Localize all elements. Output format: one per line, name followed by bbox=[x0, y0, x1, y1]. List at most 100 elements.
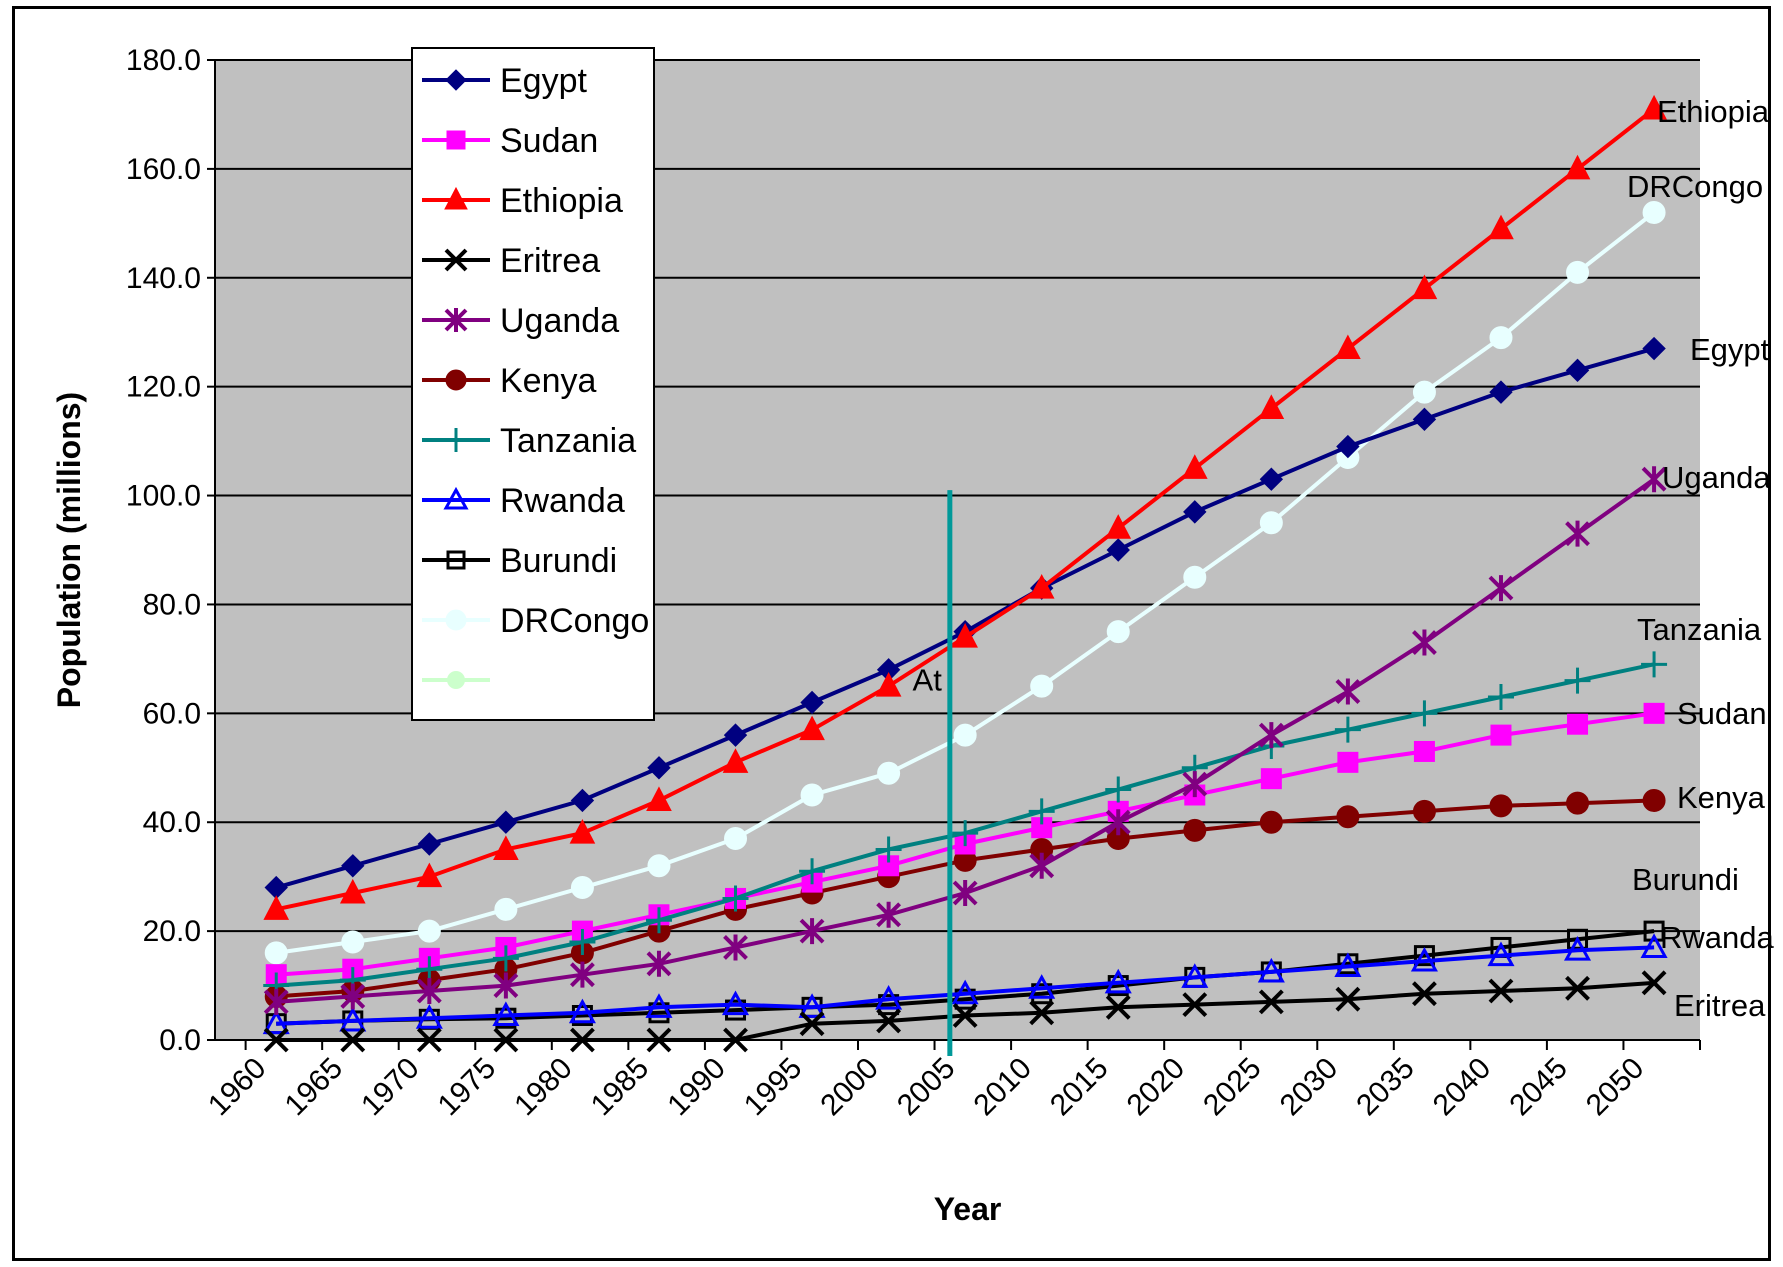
marker-diamond bbox=[1565, 358, 1590, 383]
marker-star bbox=[876, 901, 902, 928]
marker-x bbox=[1488, 978, 1514, 1004]
legend-label: Ethiopia bbox=[500, 182, 623, 220]
marker-diamond bbox=[800, 690, 824, 715]
marker-square bbox=[1337, 751, 1359, 773]
marker-diamond bbox=[647, 756, 671, 780]
marker-diamond bbox=[1259, 467, 1284, 491]
marker-square bbox=[1643, 702, 1665, 724]
marker-triangle bbox=[263, 895, 290, 920]
marker-star bbox=[340, 983, 366, 1010]
marker-circle bbox=[494, 897, 518, 921]
marker-star bbox=[570, 961, 595, 988]
marker-diamond bbox=[1489, 380, 1513, 404]
legend-item-eritrea: Eritrea bbox=[422, 242, 600, 280]
marker-open-square bbox=[446, 550, 466, 570]
legend-item-sudan: Sudan bbox=[422, 122, 598, 160]
marker-circle bbox=[1412, 380, 1436, 404]
vertical-marker-note: At bbox=[913, 663, 943, 698]
x-tick-label: 2050 bbox=[1580, 1052, 1651, 1123]
marker-circle bbox=[953, 723, 977, 747]
marker-diamond bbox=[570, 788, 595, 813]
legend-label: Egypt bbox=[500, 62, 587, 100]
legend-item-burundi: Burundi bbox=[422, 542, 617, 580]
marker-plus bbox=[952, 820, 979, 847]
marker-circle bbox=[800, 783, 824, 807]
series-rwanda bbox=[262, 933, 1668, 1035]
series-ethiopia bbox=[263, 94, 1667, 920]
x-tick-label: 2010 bbox=[967, 1052, 1038, 1123]
y-tick-label: 40.0 bbox=[143, 806, 201, 839]
marker-diamond bbox=[494, 810, 518, 834]
marker-circle bbox=[1183, 818, 1207, 842]
marker-triangle bbox=[1335, 334, 1361, 360]
marker-open-triangle bbox=[1334, 952, 1362, 977]
marker-diamond bbox=[1642, 336, 1666, 361]
marker-circle bbox=[1336, 805, 1360, 829]
legend-label: Kenya bbox=[500, 362, 596, 400]
marker-x bbox=[444, 248, 468, 272]
marker-plus bbox=[1564, 667, 1591, 694]
marker-diamond bbox=[445, 69, 467, 91]
marker-plus bbox=[444, 428, 468, 452]
marker-star bbox=[799, 918, 825, 945]
marker-x bbox=[416, 1027, 442, 1053]
marker-circle bbox=[341, 930, 365, 954]
x-tick-label: 2040 bbox=[1427, 1052, 1498, 1123]
x-tick-labels: 1960 1965 1970 1975 1980 1985 1990 1995 2000 2005… bbox=[202, 1052, 1650, 1123]
marker-star bbox=[1488, 575, 1514, 602]
end-label-egypt: Egypt bbox=[1690, 332, 1770, 367]
x-tick-label: 1960 bbox=[202, 1052, 273, 1123]
marker-plus bbox=[1641, 651, 1668, 678]
marker-star bbox=[723, 934, 748, 961]
x-axis-title: Year bbox=[934, 1191, 1002, 1227]
x-tick-label: 1975 bbox=[432, 1052, 503, 1123]
marker-triangle bbox=[1258, 394, 1285, 419]
marker-x bbox=[263, 1027, 289, 1053]
marker-open-triangle bbox=[645, 993, 673, 1018]
legend-item-ethiopia: Ethiopia bbox=[422, 182, 623, 220]
marker-circle bbox=[1259, 810, 1283, 834]
y-tick-label: 80.0 bbox=[143, 588, 201, 621]
marker-triangle bbox=[416, 862, 443, 888]
marker-x bbox=[952, 1003, 978, 1028]
marker-circle bbox=[1489, 794, 1513, 818]
y-tick-label: 180.0 bbox=[126, 44, 201, 77]
marker-square bbox=[446, 130, 466, 150]
marker-x bbox=[723, 1027, 748, 1053]
marker-open-triangle bbox=[568, 998, 596, 1024]
marker-star bbox=[1105, 809, 1131, 836]
marker-triangle bbox=[1028, 574, 1055, 599]
y-tick-label: 60.0 bbox=[143, 697, 201, 730]
legend-label: DRCongo bbox=[500, 602, 649, 640]
marker-open-triangle bbox=[875, 985, 903, 1010]
marker-plus bbox=[416, 956, 443, 983]
x-tick-label: 2015 bbox=[1044, 1052, 1115, 1123]
marker-plus bbox=[645, 907, 672, 934]
marker-star bbox=[263, 988, 289, 1015]
end-label-drcongo: DRCongo bbox=[1627, 169, 1763, 204]
marker-triangle bbox=[1641, 94, 1667, 120]
marker-triangle bbox=[722, 748, 749, 773]
marker-x bbox=[1335, 986, 1361, 1012]
marker-circle bbox=[1183, 565, 1207, 589]
marker-triangle bbox=[569, 819, 596, 844]
marker-triangle bbox=[339, 878, 366, 904]
marker-triangle bbox=[1488, 214, 1514, 240]
marker-x bbox=[340, 1027, 366, 1053]
legend-label: Uganda bbox=[500, 302, 619, 340]
marker-plus bbox=[1105, 776, 1132, 803]
marker-open-triangle bbox=[339, 1006, 367, 1032]
marker-x bbox=[493, 1027, 519, 1053]
x-tick-label: 1995 bbox=[738, 1052, 809, 1123]
marker-plus bbox=[875, 836, 902, 863]
legend-item-kenya: Kenya bbox=[422, 362, 596, 400]
marker-diamond bbox=[1106, 538, 1130, 562]
legend-label: Tanzania bbox=[500, 422, 636, 460]
marker-plus bbox=[1334, 716, 1361, 743]
marker-diamond bbox=[417, 832, 442, 856]
legend-label: Burundi bbox=[500, 542, 617, 580]
marker-x bbox=[799, 1011, 825, 1037]
marker-open-triangle bbox=[262, 1009, 290, 1035]
marker-x bbox=[1105, 994, 1131, 1020]
